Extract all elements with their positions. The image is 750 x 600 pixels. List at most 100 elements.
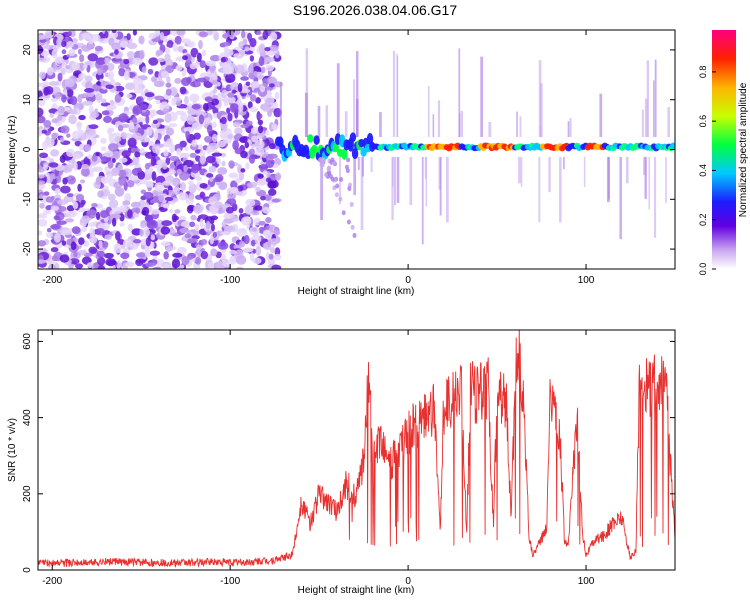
noise-blob <box>269 32 278 41</box>
noise-blob <box>211 121 217 129</box>
noise-blob <box>97 190 104 198</box>
noise-blob <box>95 57 106 66</box>
signal-spread <box>345 168 350 174</box>
noise-blob <box>265 154 274 162</box>
noise-blob <box>78 114 86 121</box>
noise-blob <box>83 240 90 247</box>
noise-blob <box>256 30 262 36</box>
noise-blob <box>78 237 85 245</box>
noise-blob <box>95 176 102 186</box>
noise-blob <box>134 151 141 158</box>
noise-blob <box>161 220 173 227</box>
noise-blob <box>179 181 187 191</box>
noise-blob <box>198 144 204 150</box>
noise-blob <box>121 150 131 158</box>
noise-blob <box>94 45 103 52</box>
noise-blob <box>117 169 127 178</box>
noise-blob <box>240 228 247 233</box>
noise-blob <box>76 121 82 132</box>
noise-blob <box>126 180 135 188</box>
signal-cell <box>307 134 314 143</box>
noise-blob <box>248 154 256 164</box>
noise-blob <box>162 108 170 114</box>
noise-blob <box>233 244 242 250</box>
noise-blob <box>50 224 61 230</box>
noise-blob <box>73 251 78 258</box>
noise-blob <box>187 238 198 244</box>
noise-blob <box>165 65 174 74</box>
noise-blob <box>51 118 59 124</box>
noise-blob <box>172 42 178 52</box>
noise-blob <box>209 236 215 245</box>
noise-blob <box>179 152 191 158</box>
noise-blob <box>159 31 165 41</box>
noise-blob <box>199 182 208 189</box>
noise-blob <box>127 223 133 232</box>
noise-blob <box>67 30 72 37</box>
noise-blob <box>267 239 272 247</box>
noise-blob <box>95 227 106 236</box>
noise-blob <box>261 102 271 112</box>
noise-blob <box>120 252 130 259</box>
noise-blob <box>213 177 219 182</box>
noise-blob <box>170 228 176 234</box>
noise-blob <box>43 119 52 128</box>
noise-blob <box>176 148 182 156</box>
noise-blob <box>107 193 116 201</box>
noise-blob <box>105 84 114 90</box>
noise-blob <box>127 51 135 59</box>
noise-blob <box>49 112 54 118</box>
noise-blob <box>259 43 264 54</box>
noise-blob <box>155 100 161 105</box>
noise-blob <box>132 57 143 66</box>
noise-blob <box>135 252 146 258</box>
noise-blob <box>95 211 101 221</box>
noise-blob <box>57 105 65 114</box>
noise-blob <box>155 49 164 56</box>
noise-blob <box>169 208 174 214</box>
noise-blob <box>45 196 54 203</box>
noise-blob <box>205 155 216 164</box>
signal-spread <box>352 232 357 238</box>
noise-blob <box>39 152 49 159</box>
noise-blob <box>59 136 65 143</box>
noise-blob <box>68 114 77 125</box>
noise-blob <box>46 228 52 233</box>
noise-blob <box>75 194 85 202</box>
noise-blob <box>228 172 239 179</box>
noise-blob <box>87 53 99 62</box>
noise-blob <box>254 139 265 149</box>
noise-blob <box>145 126 153 136</box>
noise-blob <box>249 106 258 113</box>
noise-blob <box>243 234 250 245</box>
noise-blob <box>249 37 257 48</box>
noise-blob <box>162 264 171 269</box>
noise-blob <box>238 172 245 181</box>
noise-blob <box>247 65 254 74</box>
noise-blob <box>136 96 144 105</box>
noise-blob <box>133 86 144 94</box>
noise-blob <box>81 163 90 170</box>
noise-blob <box>88 222 96 228</box>
noise-blob <box>238 103 244 112</box>
noise-blob <box>142 206 150 216</box>
noise-blob <box>86 154 93 159</box>
noise-blob <box>163 149 169 157</box>
noise-blob <box>227 92 235 98</box>
snr-y-label: SNR (10 * v/v) <box>7 418 18 482</box>
noise-blob <box>193 132 201 140</box>
noise-blob <box>44 89 51 95</box>
noise-blob <box>145 181 154 188</box>
noise-blob <box>119 222 125 227</box>
noise-blob <box>273 253 282 261</box>
signal-spread <box>330 157 335 163</box>
noise-blob <box>175 110 186 116</box>
noise-blob <box>54 188 61 195</box>
colorbar-tick-label: 0.8 <box>698 66 708 79</box>
signal-spread <box>341 210 346 216</box>
noise-blob <box>221 220 227 228</box>
noise-blob <box>144 249 153 257</box>
noise-blob <box>162 180 172 186</box>
noise-blob <box>86 44 93 49</box>
noise-blob <box>82 64 88 70</box>
